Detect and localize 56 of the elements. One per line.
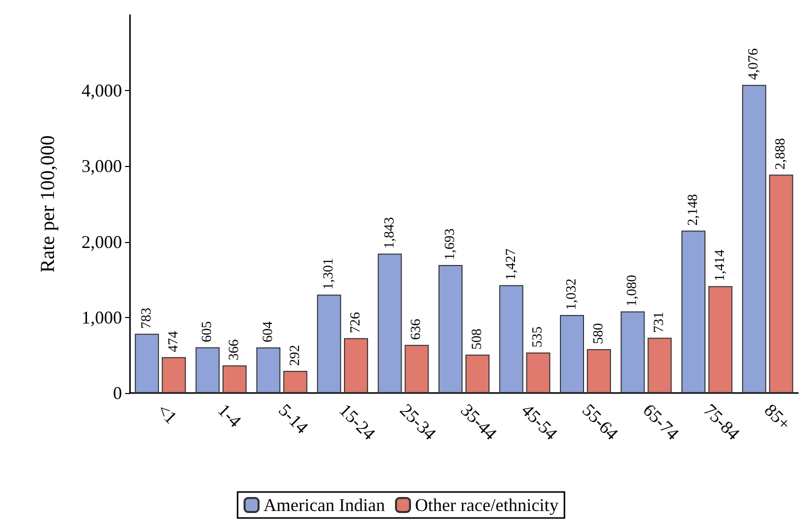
bar [648, 338, 672, 393]
data-label: 731 [652, 312, 668, 333]
y-tick-label: 3,000 [82, 156, 122, 176]
bar [196, 347, 220, 393]
bar [438, 265, 463, 393]
data-label: 474 [166, 331, 182, 352]
y-axis-title: Rate per 100,000 [37, 135, 59, 273]
x-tick-label: 85+ [760, 400, 795, 434]
data-label: 1,693 [443, 228, 458, 260]
bar [404, 344, 429, 393]
bar [256, 347, 280, 393]
bar [222, 365, 247, 393]
y-tick-label: 0 [113, 383, 122, 403]
bar [708, 286, 732, 393]
data-label: 366 [227, 339, 242, 360]
bar [499, 285, 524, 393]
data-label: 292 [288, 344, 303, 366]
data-label: 535 [530, 326, 546, 348]
data-label: 4,076 [746, 48, 762, 80]
legend-label: American Indian [264, 495, 386, 515]
legend-label: Other race/ethnicity [415, 495, 558, 515]
bar [378, 254, 402, 393]
data-label: 1,032 [564, 278, 580, 310]
data-label: 2,148 [686, 194, 701, 226]
y-tick-label: 2,000 [82, 232, 122, 252]
bar [465, 354, 490, 393]
data-label: 508 [470, 328, 485, 350]
bar [134, 334, 159, 393]
data-label: 605 [200, 321, 216, 342]
data-label: 2,888 [774, 138, 789, 170]
x-tick-label: <1 [153, 400, 181, 428]
data-label: 1,414 [712, 250, 728, 282]
bar [317, 294, 342, 393]
bar [526, 352, 550, 393]
data-label: 1,301 [322, 258, 337, 290]
bar [162, 357, 186, 393]
bar [681, 230, 706, 393]
x-tick-label: 1-4 [214, 400, 246, 432]
y-tick-label: 1,000 [82, 307, 122, 328]
data-label: 636 [409, 318, 424, 340]
data-label: 1,080 [625, 274, 640, 306]
bar [560, 314, 584, 393]
bar [283, 370, 308, 393]
data-label: 1,427 [504, 248, 519, 280]
y-tick-label: 4,000 [82, 80, 122, 101]
bar [344, 338, 368, 393]
bar [742, 84, 766, 393]
data-label: 580 [591, 323, 606, 344]
data-label: 783 [139, 308, 154, 329]
x-tick-label: 5-14 [274, 400, 312, 438]
data-label: 1,843 [382, 217, 398, 249]
data-label: 604 [260, 321, 276, 342]
data-label: 726 [348, 312, 364, 334]
bar [620, 311, 645, 393]
bar [769, 174, 794, 393]
bar [586, 349, 611, 393]
